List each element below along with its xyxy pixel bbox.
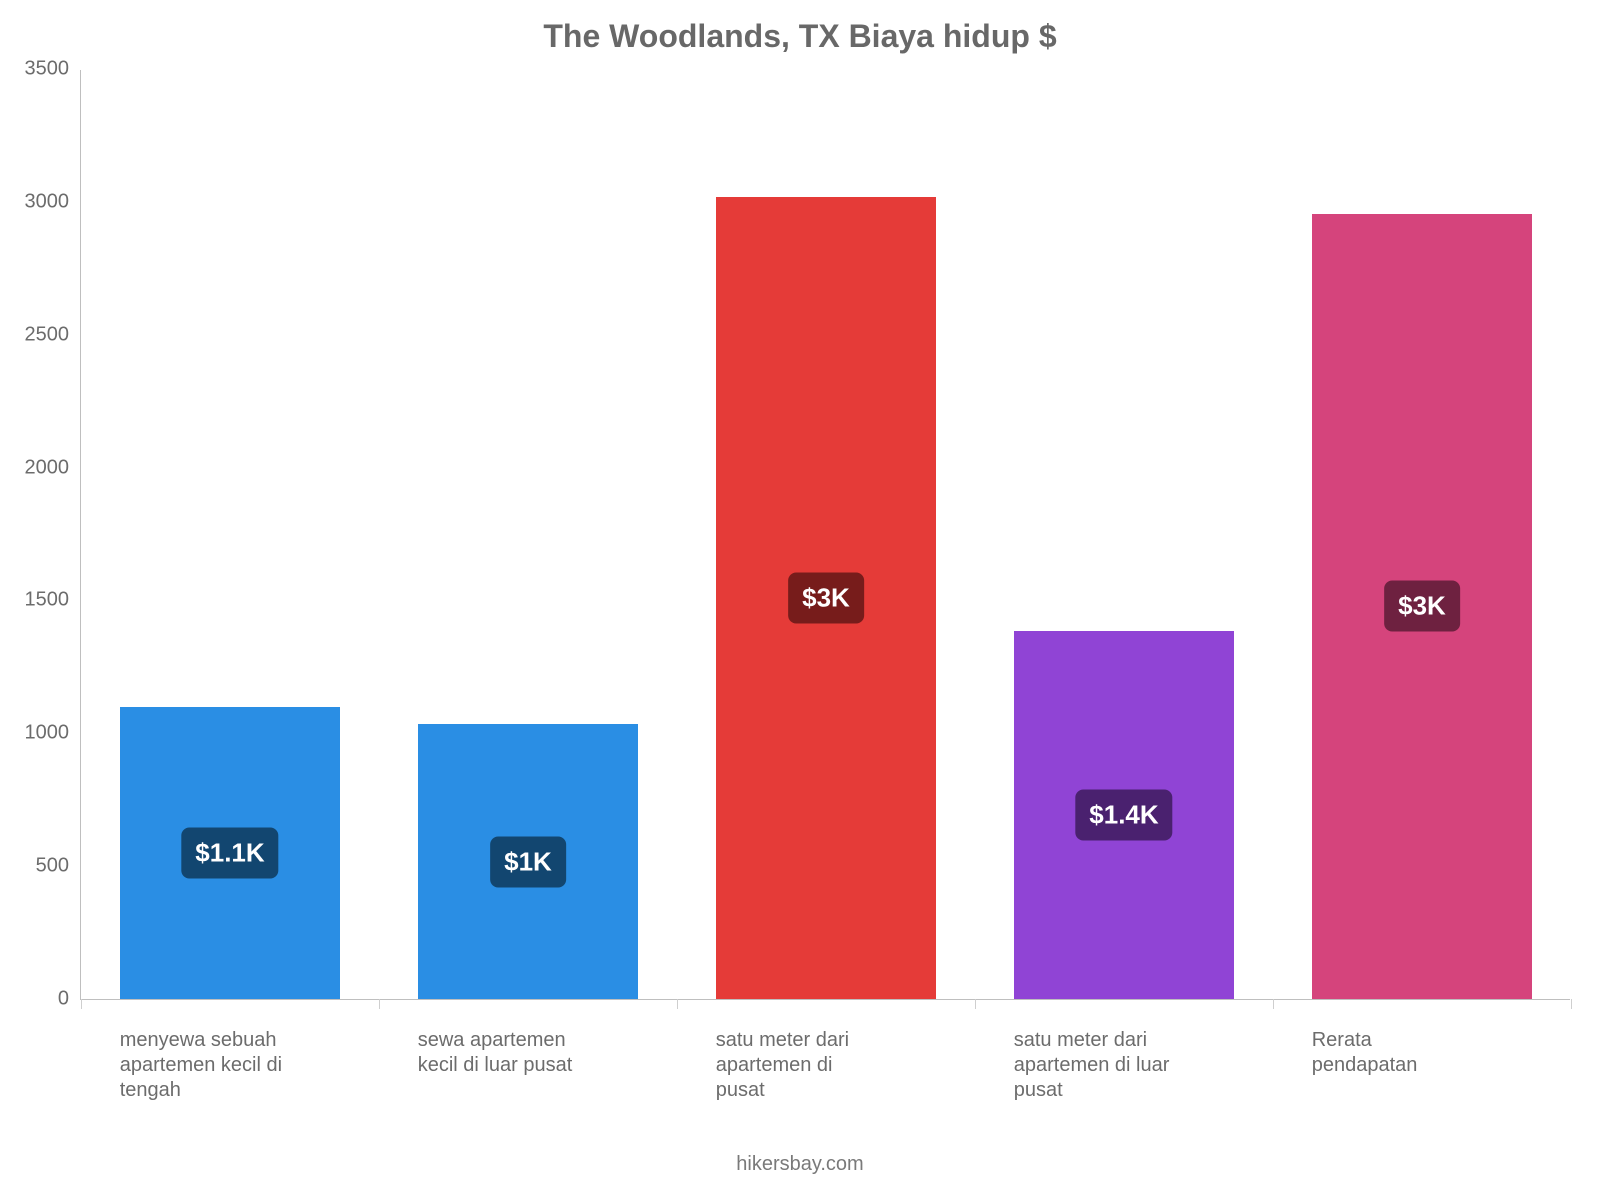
bar-value-badge: $1K	[490, 836, 566, 887]
plot-area: $1.1K$1K$3K$1.4K$3K 05001000150020002500…	[80, 70, 1570, 1000]
bar: $1.1K	[120, 707, 341, 999]
bars-layer: $1.1K $1K $3K $1.4K $3K	[81, 70, 1570, 999]
bar: $1.4K	[1014, 631, 1235, 999]
bar: $1K	[418, 724, 639, 999]
xaxis-label: Rerata pendapatan	[1312, 1028, 1482, 1078]
bar-value-badge: $3K	[788, 572, 864, 623]
ytick-label: 1000	[25, 722, 82, 745]
xaxis-label: satu meter dari apartemen di pusat	[716, 1028, 886, 1103]
ytick-label: 3500	[25, 58, 82, 81]
chart-container: The Woodlands, TX Biaya hidup $ $1.1K $1K…	[0, 0, 1600, 1200]
xtick-mark	[81, 999, 82, 1009]
xtick-mark	[379, 999, 380, 1009]
xtick-mark	[1571, 999, 1572, 1009]
ytick-label: 2000	[25, 456, 82, 479]
ytick-label: 500	[36, 855, 81, 878]
bar-value-badge: $1.4K	[1075, 790, 1172, 841]
xaxis-label: menyewa sebuah apartemen kecil di tengah	[120, 1028, 290, 1103]
ytick-label: 1500	[25, 589, 82, 612]
xtick-mark	[677, 999, 678, 1009]
xaxis-label: sewa apartemen kecil di luar pusat	[418, 1028, 588, 1078]
source-caption: hikersbay.com	[0, 1153, 1600, 1176]
bar-value-badge: $3K	[1384, 581, 1460, 632]
xtick-mark	[1273, 999, 1274, 1009]
xaxis-label: satu meter dari apartemen di luar pusat	[1014, 1028, 1184, 1103]
bar-value-badge: $1.1K	[181, 827, 278, 878]
ytick-label: 0	[58, 988, 81, 1011]
ytick-label: 3000	[25, 190, 82, 213]
xtick-mark	[975, 999, 976, 1009]
bar: $3K	[1312, 214, 1533, 999]
chart-title: The Woodlands, TX Biaya hidup $	[0, 18, 1600, 55]
bar: $3K	[716, 197, 937, 999]
ytick-label: 2500	[25, 323, 82, 346]
